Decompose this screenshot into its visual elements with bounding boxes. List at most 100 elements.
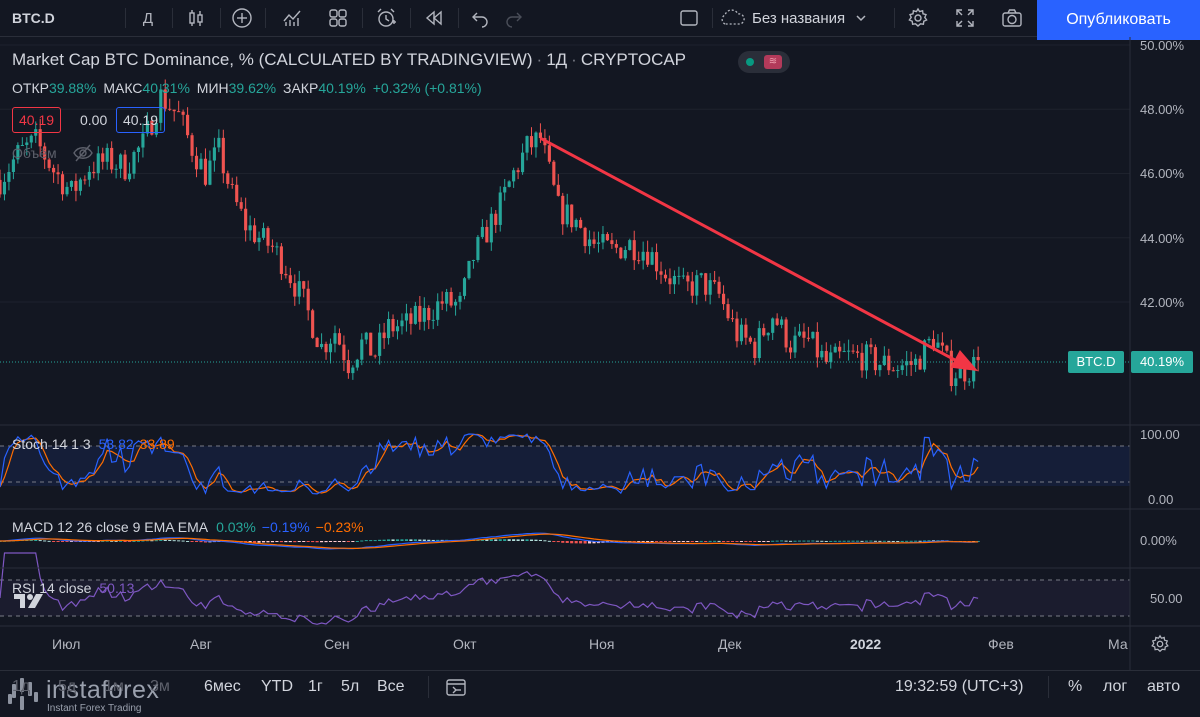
candle-body: [239, 202, 243, 209]
candle-body: [659, 271, 663, 275]
sell-button[interactable]: 40.19: [12, 107, 62, 133]
candle: [949, 339, 953, 392]
candle: [328, 338, 333, 364]
candle: [467, 260, 471, 280]
candle: [114, 164, 118, 179]
candle-body: [154, 122, 158, 135]
candle-body: [404, 313, 409, 321]
candle: [337, 328, 342, 346]
candle: [869, 338, 873, 355]
candle: [471, 259, 476, 269]
clock-timezone-button[interactable]: 19:32:59 (UTC+3): [895, 678, 1024, 695]
stoch-name: Stoch 14 1 3: [12, 436, 91, 452]
candle-body: [882, 355, 886, 365]
candle: [217, 129, 221, 153]
candle-body: [458, 295, 462, 302]
macd-histogram-bar: [418, 539, 422, 541]
range-button[interactable]: 1д: [12, 678, 31, 695]
rsi-legend[interactable]: RSI 14 close 50.13: [12, 580, 140, 596]
candle-body: [69, 180, 74, 187]
bottom-toolbar: [0, 670, 1200, 717]
candle-body: [248, 225, 252, 231]
alert-button[interactable]: [368, 0, 404, 36]
stoch-legend[interactable]: Stoch 14 1 3 53.82 33.89: [12, 436, 181, 452]
redo-button[interactable]: [496, 0, 532, 36]
candle: [409, 307, 413, 335]
candle-body: [686, 275, 690, 282]
goto-date-icon[interactable]: [444, 676, 468, 698]
interval-button[interactable]: Д: [130, 0, 166, 36]
candle: [208, 150, 212, 186]
time-tick: Фев: [988, 636, 1014, 652]
candle: [561, 192, 565, 235]
range-button[interactable]: 1г: [308, 678, 323, 695]
add-compare-button[interactable]: [224, 0, 260, 36]
replay-button[interactable]: [416, 0, 452, 36]
candle: [815, 322, 819, 368]
chart-legend-title[interactable]: Market Cap BTC Dominance, % (CALCULATED …: [12, 50, 686, 70]
candle-body: [208, 160, 212, 185]
eye-off-icon[interactable]: [72, 143, 94, 163]
candle: [708, 273, 712, 305]
macd-histogram-bar: [847, 540, 851, 542]
macd-histogram-bar: [838, 540, 842, 542]
settings-button[interactable]: [900, 0, 936, 36]
macd-histogram-bar: [297, 541, 301, 542]
range-button[interactable]: 3м: [150, 678, 170, 695]
candle-body: [677, 275, 681, 277]
candle: [936, 334, 940, 348]
macd-histogram-bar: [485, 539, 489, 541]
macd-histogram-bar: [695, 541, 699, 542]
range-button[interactable]: 6мес: [204, 678, 241, 695]
candle-body: [65, 186, 69, 195]
auto-scale-button[interactable]: авто: [1147, 678, 1181, 695]
range-button[interactable]: 1м: [104, 678, 124, 695]
snapshot-button[interactable]: [994, 0, 1030, 36]
candle: [7, 163, 11, 191]
candle: [851, 344, 855, 354]
candle-body: [780, 319, 784, 325]
macd-histogram-bar: [60, 541, 65, 542]
log-scale-button[interactable]: лог: [1103, 678, 1128, 695]
candle: [847, 339, 851, 361]
candle-body: [762, 328, 766, 336]
range-button[interactable]: 5л: [341, 678, 360, 695]
candle: [681, 267, 685, 280]
range-button[interactable]: 5д: [58, 678, 77, 695]
candle: [226, 170, 230, 189]
undo-button[interactable]: [462, 0, 498, 36]
buy-button[interactable]: 40.19: [116, 107, 166, 133]
trend-arrowhead: [950, 350, 979, 372]
macd-histogram-bar: [878, 540, 882, 542]
macd-histogram-bar: [110, 540, 114, 542]
macd-histogram-bar: [181, 540, 185, 542]
candle-body: [646, 251, 650, 265]
candle-body: [445, 291, 449, 304]
range-button[interactable]: Все: [377, 678, 405, 695]
fullscreen-button[interactable]: [947, 0, 983, 36]
candle-body: [927, 338, 931, 341]
market-status-badge[interactable]: ≋: [738, 51, 790, 73]
candle-body: [123, 154, 127, 180]
publish-button[interactable]: Опубликовать: [1037, 0, 1200, 40]
layout-name-button[interactable]: Без названия: [718, 0, 894, 36]
layout-select-button[interactable]: [670, 0, 708, 36]
macd-histogram-bar: [422, 539, 426, 541]
symbol-search-button[interactable]: BTC.D: [0, 0, 125, 36]
chart-canvas[interactable]: [0, 0, 1200, 670]
candle: [744, 318, 748, 345]
range-button[interactable]: YTD: [261, 678, 293, 695]
indicators-button[interactable]: [274, 0, 310, 36]
macd-histogram-bar: [730, 541, 735, 542]
candle: [516, 167, 520, 180]
chevron-down-icon: [856, 15, 866, 22]
percent-scale-button[interactable]: %: [1068, 678, 1083, 695]
templates-button[interactable]: [320, 0, 356, 36]
candle: [610, 232, 614, 249]
candle: [20, 137, 24, 147]
macd-legend[interactable]: MACD 12 26 close 9 EMA EMA 0.03% −0.19% −0.…: [12, 519, 370, 535]
candle-body: [784, 319, 788, 348]
chart-type-button[interactable]: [178, 0, 214, 36]
candle: [570, 204, 574, 233]
axis-settings-icon[interactable]: [1150, 634, 1170, 654]
